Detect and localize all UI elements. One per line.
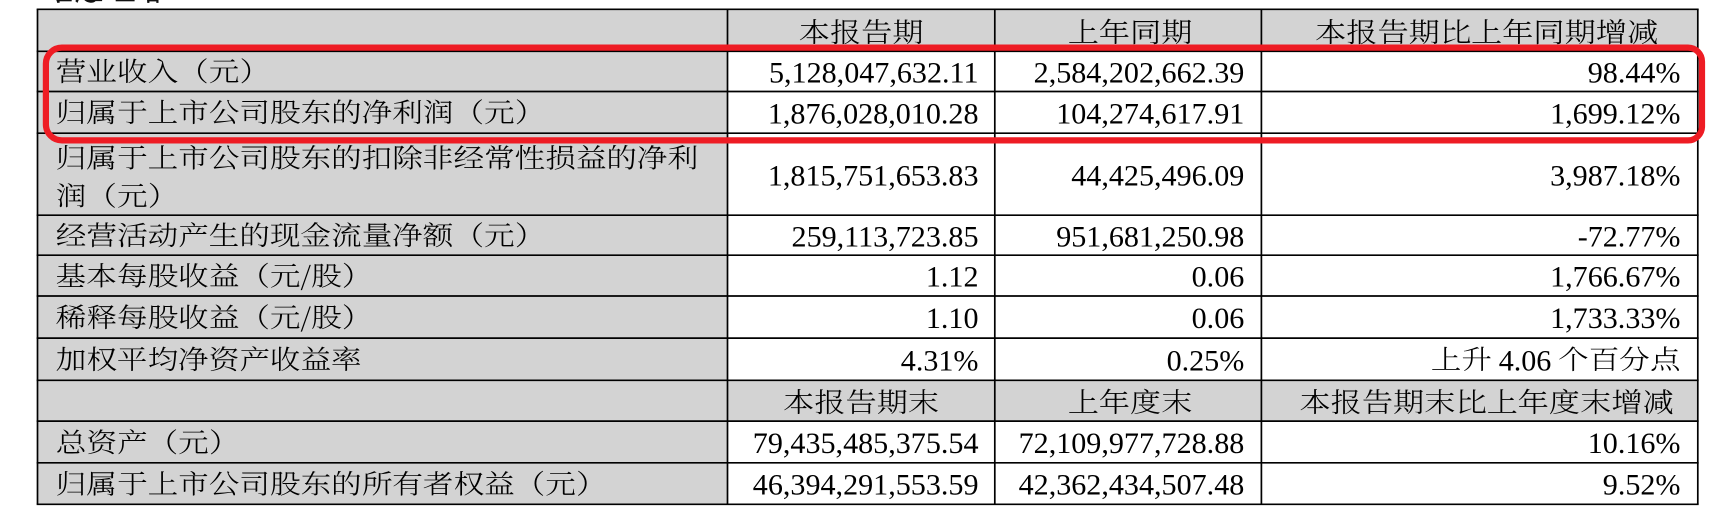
- svg-text:基本每股收益（元/股）: 基本每股收益（元/股）: [56, 256, 372, 294]
- svg-text:259,113,723.85: 259,113,723.85: [792, 219, 979, 253]
- svg-text:10.16%: 10.16%: [1588, 426, 1681, 460]
- svg-text:72,109,977,728.88: 72,109,977,728.88: [1019, 426, 1245, 460]
- svg-text:951,681,250.98: 951,681,250.98: [1056, 219, 1244, 253]
- svg-text:归属于上市公司股东的净利润（元）: 归属于上市公司股东的净利润（元）: [56, 92, 545, 130]
- svg-text:营业收入（元）: 营业收入（元）: [56, 51, 270, 89]
- svg-text:3,987.18%: 3,987.18%: [1550, 158, 1680, 192]
- svg-text:42,362,434,507.48: 42,362,434,507.48: [1019, 468, 1245, 502]
- svg-text:104,274,617.91: 104,274,617.91: [1056, 96, 1244, 130]
- svg-text:经营活动产生的现金流量净额（元）: 经营活动产生的现金流量净额（元）: [56, 215, 545, 253]
- svg-text:上年同期: 上年同期: [1068, 11, 1193, 50]
- svg-text:4.31%: 4.31%: [901, 343, 979, 377]
- svg-text:本报告期末比上年度末增减: 本报告期末比上年度末增减: [1299, 381, 1673, 420]
- svg-text:1,733.33%: 1,733.33%: [1550, 301, 1680, 335]
- svg-text:79,435,485,375.54: 79,435,485,375.54: [753, 426, 979, 460]
- svg-text:本报告期: 本报告期: [799, 11, 924, 50]
- svg-text:2,584,202,662.39: 2,584,202,662.39: [1034, 56, 1245, 90]
- svg-text:稀释每股收益（元/股）: 稀释每股收益（元/股）: [56, 297, 372, 335]
- svg-text:5,128,047,632.11: 5,128,047,632.11: [769, 56, 979, 90]
- svg-text:0.06: 0.06: [1192, 301, 1245, 335]
- svg-text:98.44%: 98.44%: [1588, 56, 1681, 90]
- svg-text:1.12: 1.12: [926, 260, 979, 294]
- svg-text:1,815,751,653.83: 1,815,751,653.83: [768, 158, 979, 192]
- svg-text:46,394,291,553.59: 46,394,291,553.59: [753, 468, 979, 502]
- svg-text:44,425,496.09: 44,425,496.09: [1071, 158, 1244, 192]
- svg-text:1,699.12%: 1,699.12%: [1550, 96, 1680, 130]
- svg-text:本报告期比上年同期增减: 本报告期比上年同期增减: [1315, 11, 1658, 50]
- svg-text:1,766.67%: 1,766.67%: [1550, 260, 1680, 294]
- svg-text:0.06: 0.06: [1192, 260, 1245, 294]
- svg-text:-72.77%: -72.77%: [1578, 219, 1681, 253]
- svg-text:上年度末: 上年度末: [1068, 381, 1193, 420]
- svg-text:4.06: 4.06: [1499, 343, 1552, 377]
- svg-text:个百分点: 个百分点: [1558, 339, 1680, 377]
- svg-text:1,876,028,010.28: 1,876,028,010.28: [768, 96, 979, 130]
- svg-text:归属于上市公司股东的所有者权益（元）: 归属于上市公司股东的所有者权益（元）: [56, 463, 607, 501]
- svg-text:9.52%: 9.52%: [1603, 468, 1681, 502]
- svg-text:归属于上市公司股东的扣除非经常性损益的净利: 归属于上市公司股东的扣除非经常性损益的净利: [56, 138, 698, 176]
- svg-text:上升: 上升: [1431, 339, 1492, 377]
- svg-text:0.25%: 0.25%: [1167, 343, 1245, 377]
- svg-text:润（元）: 润（元）: [56, 176, 178, 214]
- svg-text:加权平均净资产收益率: 加权平均净资产收益率: [56, 339, 362, 377]
- svg-text:1.10: 1.10: [926, 301, 979, 335]
- svg-text:本报告期末: 本报告期末: [783, 381, 939, 420]
- svg-text:总资产（元）: 总资产（元）: [56, 422, 240, 460]
